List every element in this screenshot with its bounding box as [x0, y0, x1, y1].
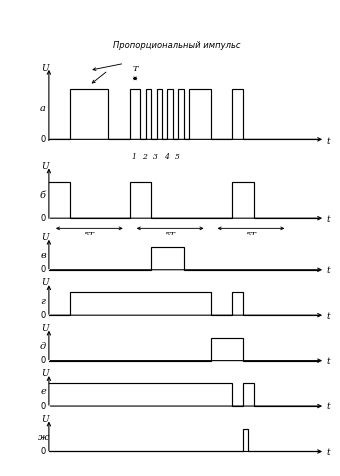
Text: 0: 0 [40, 311, 46, 320]
Text: T: T [132, 65, 138, 73]
Text: U: U [41, 415, 49, 424]
Text: U: U [41, 64, 49, 73]
Text: 5T: 5T [245, 231, 256, 239]
Text: б: б [40, 191, 46, 200]
Text: е: е [40, 387, 46, 397]
Text: t: t [326, 448, 330, 457]
Text: 0: 0 [40, 265, 46, 274]
Text: 0: 0 [40, 356, 46, 365]
Text: t: t [326, 403, 330, 411]
Text: а: а [40, 104, 46, 113]
Text: 1: 1 [131, 153, 136, 161]
Text: 4: 4 [164, 153, 169, 161]
Text: 5T: 5T [84, 231, 95, 239]
Text: д: д [40, 342, 46, 351]
Text: t: t [326, 137, 330, 146]
Text: U: U [41, 162, 49, 171]
Text: U: U [41, 233, 49, 242]
Text: t: t [326, 266, 330, 275]
Text: U: U [41, 278, 49, 288]
Text: 2: 2 [142, 153, 147, 161]
Text: U: U [41, 369, 49, 378]
Text: 5: 5 [174, 153, 179, 161]
Text: t: t [326, 312, 330, 321]
Text: в: в [40, 251, 46, 260]
Text: U: U [41, 324, 49, 333]
Text: Пропорциональный импульс: Пропорциональный импульс [113, 41, 241, 50]
Text: t: t [326, 215, 330, 224]
Text: 0: 0 [40, 135, 46, 144]
Text: 0: 0 [40, 214, 46, 223]
Text: г: г [40, 297, 46, 306]
Text: 5T: 5T [165, 231, 176, 239]
Text: 0: 0 [40, 447, 46, 456]
Text: t: t [326, 357, 330, 366]
Text: 0: 0 [40, 402, 46, 411]
Text: 3: 3 [153, 153, 158, 161]
Text: ж: ж [37, 433, 49, 442]
